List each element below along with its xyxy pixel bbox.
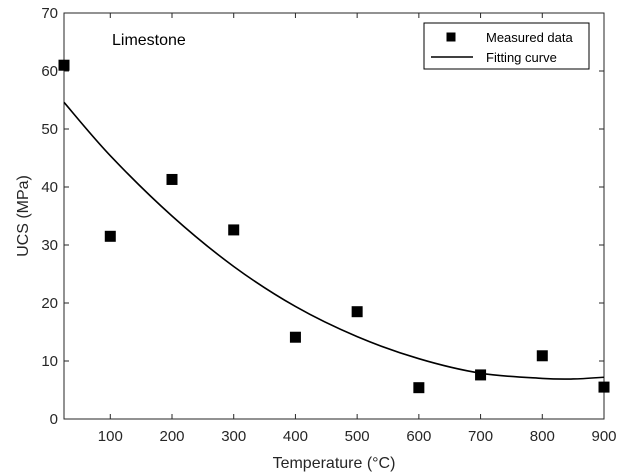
data-point [413,382,425,394]
x-tick-label: 900 [591,428,616,445]
data-point [166,173,178,185]
legend: Measured data Fitting curve [423,22,590,70]
x-tick-label: 400 [283,428,308,445]
legend-label-fitting: Fitting curve [486,50,557,65]
data-point [598,381,610,393]
data-point [536,350,548,362]
data-point [58,59,70,71]
y-tick-label: 50 [41,121,58,138]
y-axis-label: UCS (MPa) [15,175,32,257]
plot-area [64,13,604,419]
data-marks [58,59,610,394]
data-point [475,369,487,381]
y-tick-label: 70 [41,5,58,22]
legend-marker-measured [446,32,456,42]
x-tick-label: 700 [468,428,493,445]
x-tick-label: 800 [530,428,555,445]
y-tick-label: 30 [41,237,58,254]
y-tick-label: 0 [50,411,58,428]
x-tick-label: 600 [406,428,431,445]
axes: 100 200 300 400 500 600 700 800 900 0 10 20 30 40 50 60… [41,5,616,445]
x-axis-label: Temperature (°C) [273,455,396,472]
y-tick-label: 20 [41,295,58,312]
x-tick-label: 200 [159,428,184,445]
y-tick-label: 40 [41,179,58,196]
data-point [289,331,301,343]
axes-frame [63,12,605,420]
data-point [351,306,363,318]
y-tick-label: 60 [41,63,58,80]
chart-annotation: Limestone [112,32,186,49]
legend-box [423,22,590,70]
x-tick-label: 500 [345,428,370,445]
fitting-curve-line [63,101,605,380]
x-tick-label: 100 [98,428,123,445]
data-point [104,230,116,242]
x-tick-label: 300 [221,428,246,445]
y-tick-label: 10 [41,353,58,370]
legend-label-measured: Measured data [486,30,573,45]
data-point [228,224,240,236]
